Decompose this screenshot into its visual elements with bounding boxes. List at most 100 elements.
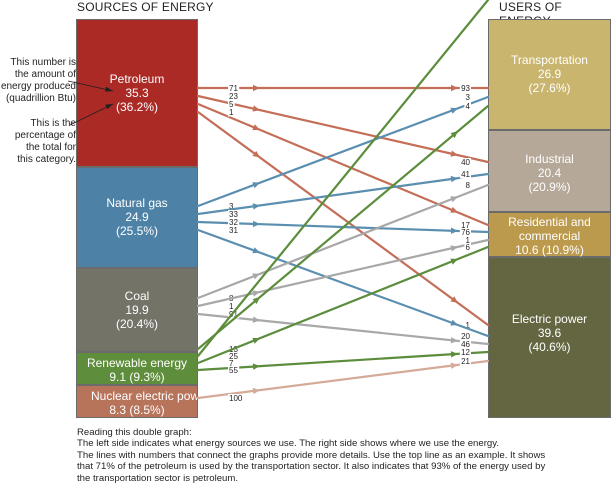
source-name: Natural gas (106, 196, 168, 210)
flow-natural-gas-to-electric-target-pct-bg (459, 332, 471, 341)
user-name: Industrial (525, 152, 574, 166)
flow-coal-to-residential-source-pct: 1 (229, 302, 234, 311)
source-box-nuclear: Nuclear electric pow 8.3 (8.5%) (76, 385, 198, 418)
flow-natural-gas-to-residential-arrow-target (450, 227, 458, 234)
flow-petroleum-to-industrial-target-pct: 40 (461, 158, 470, 167)
flow-natural-gas-to-industrial-target-pct-bg (459, 170, 471, 179)
flow-coal-to-electric-line (196, 312, 490, 346)
note-line: energy produced (0, 81, 76, 92)
source-name: Renewable energy (86, 356, 188, 370)
flow-petroleum-to-electric-target-pct: 1 (466, 321, 471, 330)
flow-petroleum-to-electric-line (196, 110, 490, 327)
flow-renewable-to-industrial-source-pct: 25 (229, 352, 238, 361)
reading-guide-heading: Reading this double graph: (77, 427, 192, 438)
source-percent: (20.4%) (115, 317, 159, 331)
flow-natural-gas-to-electric-arrow-source (252, 247, 260, 254)
source-name: Petroleum (109, 72, 165, 86)
flow-coal-to-industrial-line (196, 183, 490, 300)
flow-coal-to-industrial-target-pct: 8 (466, 181, 471, 190)
flow-petroleum-to-electric-source-pct-bg (228, 108, 235, 117)
flow-coal-to-residential-target-pct: 1 (466, 236, 471, 245)
note-percentage: This is the percentage of the total for … (0, 118, 76, 166)
note-pointer-percentage (69, 103, 114, 126)
note-amount: This number is the amount of energy prod… (0, 57, 76, 105)
note-line: (quadrillion Btu) (5, 93, 76, 104)
flow-petroleum-to-transportation-arrow-target (451, 84, 458, 92)
flow-renewable-to-industrial-target-pct-bg (459, 0, 471, 9)
flow-petroleum-to-transportation-target-pct-bg (459, 84, 471, 93)
flow-renewable-to-electric-line (196, 350, 490, 372)
flow-coal-to-industrial-arrow-target (450, 196, 458, 203)
source-summary: 9.1 (9.3%) (109, 370, 165, 384)
flow-renewable-to-electric-arrow-target (450, 351, 458, 358)
note-pointer-percentage-arrowhead (105, 104, 113, 110)
note-pointer-amount-arrowhead (105, 86, 113, 92)
flow-natural-gas-to-transportation-target-pct: 3 (466, 93, 471, 102)
flow-coal-to-electric-arrow-source (252, 316, 260, 323)
flow-natural-gas-to-transportation-source-pct: 3 (229, 202, 234, 211)
user-name-line2: commercial (518, 229, 581, 243)
source-box-renewable: Renewable energy 9.1 (9.3%) (76, 352, 198, 385)
flow-renewable-to-residential-arrow-source (252, 337, 260, 344)
flow-petroleum-to-residential-arrow-source (252, 124, 260, 131)
flow-renewable-to-residential-target-pct-bg (464, 243, 471, 252)
user-percent: (27.6%) (528, 81, 571, 95)
flow-renewable-to-electric-target-pct: 12 (461, 348, 470, 357)
reading-guide-line: The left side indicates what energy sour… (77, 438, 499, 450)
flow-natural-gas-to-electric-source-pct-bg (228, 226, 240, 235)
flow-petroleum-to-residential-source-pct: 5 (229, 100, 234, 109)
flow-coal-to-residential-arrow-source (252, 290, 260, 297)
flow-petroleum-to-residential-target-pct-bg (459, 221, 471, 230)
flow-petroleum-to-industrial-arrow-target (450, 150, 458, 157)
flow-renewable-to-residential-arrow-target (450, 258, 458, 265)
user-box-industrial: Industrial 20.4 (20.9%) (488, 130, 611, 212)
flow-renewable-to-electric-arrow-source (252, 363, 260, 370)
source-amount: 24.9 (125, 210, 149, 224)
user-summary: 10.6 (10.9%) (515, 243, 584, 257)
flow-natural-gas-to-residential-source-pct: 32 (229, 218, 238, 227)
user-name: Electric power (511, 312, 588, 326)
note-line: the amount of (14, 69, 76, 80)
flow-natural-gas-to-industrial-source-pct-bg (228, 210, 240, 219)
flow-natural-gas-to-electric-arrow-target (450, 319, 458, 326)
flow-natural-gas-to-residential-target-pct-bg (459, 228, 471, 237)
flow-petroleum-to-transportation-arrow-source (253, 84, 260, 92)
flow-petroleum-to-residential-arrow-target (450, 206, 458, 213)
source-box-petroleum: Petroleum 35.3 (36.2%) (76, 19, 198, 167)
flow-nuclear-to-electric-line (196, 359, 490, 400)
flow-petroleum-to-electric-source-pct: 1 (229, 108, 234, 117)
reading-guide-line: The lines with numbers that connect the … (77, 449, 546, 461)
flow-coal-to-residential-target-pct-bg (464, 236, 471, 245)
user-percent: (40.6%) (528, 340, 571, 354)
flow-coal-to-electric-arrow-target (450, 336, 458, 344)
flow-renewable-to-transportation-target-pct: 4 (466, 102, 471, 111)
flow-petroleum-to-industrial-source-pct: 23 (229, 92, 238, 101)
user-amount: 26.9 (537, 67, 562, 81)
flow-natural-gas-to-industrial-arrow-source (252, 203, 260, 210)
user-name: Residential and (508, 215, 591, 229)
flow-coal-to-residential-line (196, 238, 490, 308)
flow-petroleum-to-electric-arrow-source (252, 150, 260, 158)
flow-petroleum-to-industrial-target-pct-bg (459, 158, 471, 167)
user-percent: (20.9%) (528, 180, 571, 194)
flow-nuclear-to-electric-arrow-source (252, 387, 260, 395)
flow-renewable-to-transportation-target-pct-bg (464, 102, 471, 111)
flow-nuclear-to-electric-target-pct-bg (459, 357, 471, 366)
flow-natural-gas-to-residential-arrow-source (252, 220, 260, 228)
source-name: Nuclear electric pow (91, 389, 198, 403)
flow-natural-gas-to-electric-line (196, 228, 490, 338)
reading-guide-line: that 71% of the petroleum is used by the… (77, 461, 546, 473)
flow-renewable-to-residential-target-pct: 6 (466, 243, 471, 252)
flow-natural-gas-to-residential-target-pct: 76 (461, 228, 470, 237)
flow-coal-to-residential-source-pct-bg (228, 302, 235, 311)
flow-natural-gas-to-transportation-line (196, 95, 490, 208)
note-line: percentage of (14, 130, 76, 141)
flow-petroleum-to-transportation-target-pct: 93 (461, 84, 470, 93)
user-box-residential-commercial: Residential and commercial 10.6 (10.9%) (488, 212, 611, 257)
user-box-electric-power: Electric power 39.6 (40.6%) (488, 257, 611, 418)
flow-renewable-to-residential-source-pct: 7 (229, 359, 234, 368)
flow-natural-gas-to-industrial-line (196, 172, 490, 216)
note-line: This is the (30, 118, 76, 129)
flow-renewable-to-transportation-arrow-source (252, 297, 260, 304)
